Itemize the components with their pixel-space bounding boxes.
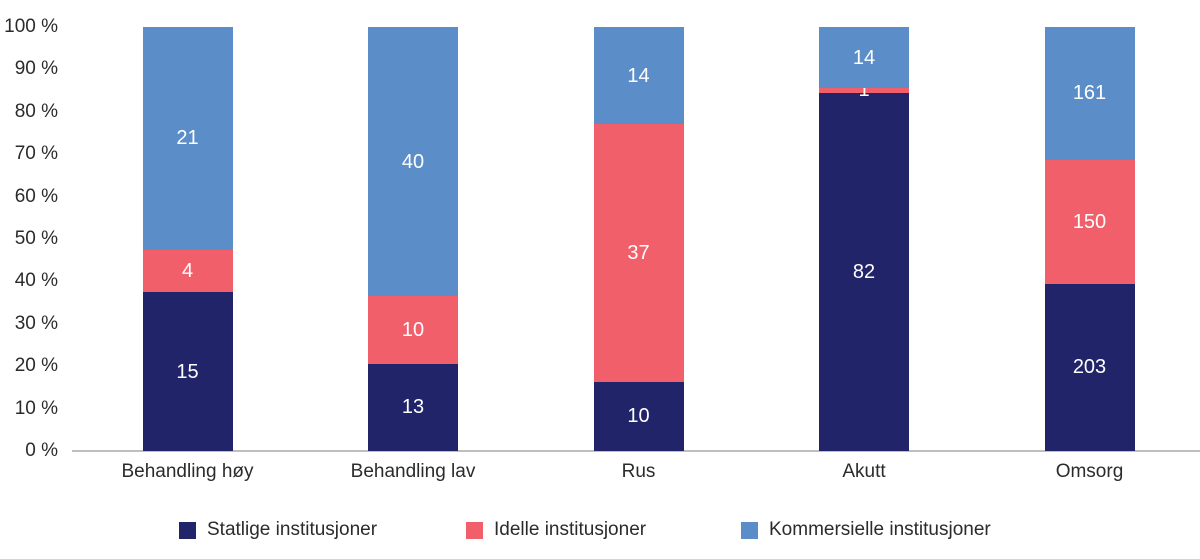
y-axis-tick-label: 70 %: [14, 143, 58, 165]
bar-value-label: 4: [181, 259, 194, 282]
legend-label: Idelle institusjoner: [494, 519, 647, 540]
bar-segment: 13: [368, 363, 458, 451]
x-axis-label: Behandling lav: [350, 461, 476, 482]
legend-swatch-icon: [741, 521, 758, 539]
legend-label: Kommersielle institusjoner: [769, 519, 991, 540]
bar-segment: 40: [368, 27, 458, 297]
bar-segment: 21: [142, 27, 233, 250]
bar-segment: 14: [819, 27, 909, 89]
bar-value-label: 203: [1072, 356, 1107, 379]
y-axis-tick-label: 30 %: [14, 312, 58, 334]
x-axis-line: [72, 450, 1200, 452]
bar-segment: 10: [368, 296, 458, 364]
bar-omsorg: 203 150 161: [1044, 27, 1135, 451]
bar-value-label: 40: [401, 150, 425, 173]
legend-label: Statlige institusjoner: [207, 519, 378, 540]
y-axis-tick-label: 80 %: [14, 100, 58, 122]
bar-segment: 150: [1044, 159, 1135, 284]
y-axis-tick-label: 60 %: [14, 185, 58, 207]
bar-behandling-h-y: 15 4 21: [142, 27, 233, 451]
y-axis-tick-label: 90 %: [14, 58, 58, 80]
legend-swatch-icon: [466, 521, 483, 539]
x-axis-label: Rus: [621, 461, 656, 482]
y-axis-tick-label: 20 %: [14, 355, 58, 377]
bar-value-label: 13: [401, 396, 425, 419]
bar-akutt: 82 1 14: [819, 27, 909, 451]
bar-value-label: 82: [852, 260, 876, 283]
bar-value-label: 10: [401, 318, 425, 341]
legend-item: Kommersielle institusjoner: [741, 520, 991, 540]
bar-segment: 15: [142, 292, 233, 451]
bar-segment: 161: [1044, 27, 1135, 160]
legend-item: Idelle institusjoner: [466, 520, 646, 540]
bar-segment: 37: [593, 124, 684, 382]
y-axis-tick-label: 40 %: [14, 270, 58, 292]
bar-value-label: 150: [1072, 210, 1107, 233]
y-axis-tick-label: 50 %: [14, 228, 58, 249]
bar-segment: 1: [819, 80, 909, 100]
bar-value-label: 37: [627, 241, 650, 264]
bar-behandling-lav: 13 10 40: [368, 27, 458, 451]
bar-segment: 4: [142, 249, 233, 292]
bar-value-label: 15: [176, 360, 199, 383]
bar-value-label: 161: [1072, 82, 1107, 105]
y-axis-tick-label: 10 %: [14, 397, 58, 419]
y-axis-tick-label: 100 %: [4, 16, 58, 37]
legend-item: Statlige institusjoner: [179, 520, 377, 540]
bar-segment: 82: [819, 92, 909, 451]
bar-segment: 10: [593, 381, 684, 451]
x-axis-label: Behandling høy: [121, 461, 254, 482]
bar-segment: 203: [1044, 283, 1135, 451]
legend-swatch-icon: [179, 521, 196, 539]
bar-segment: 14: [593, 27, 684, 125]
y-axis-tick-label: 0 %: [25, 440, 58, 461]
bar-rus: 10 37 14: [593, 27, 684, 451]
bar-value-label: 1: [858, 79, 870, 102]
bar-value-label: 14: [627, 64, 650, 87]
bar-value-label: 21: [176, 127, 199, 150]
x-axis-label: Akutt: [842, 461, 886, 482]
bar-value-label: 10: [627, 405, 650, 428]
x-axis-label: Omsorg: [1055, 461, 1124, 482]
bar-value-label: 14: [852, 46, 876, 69]
